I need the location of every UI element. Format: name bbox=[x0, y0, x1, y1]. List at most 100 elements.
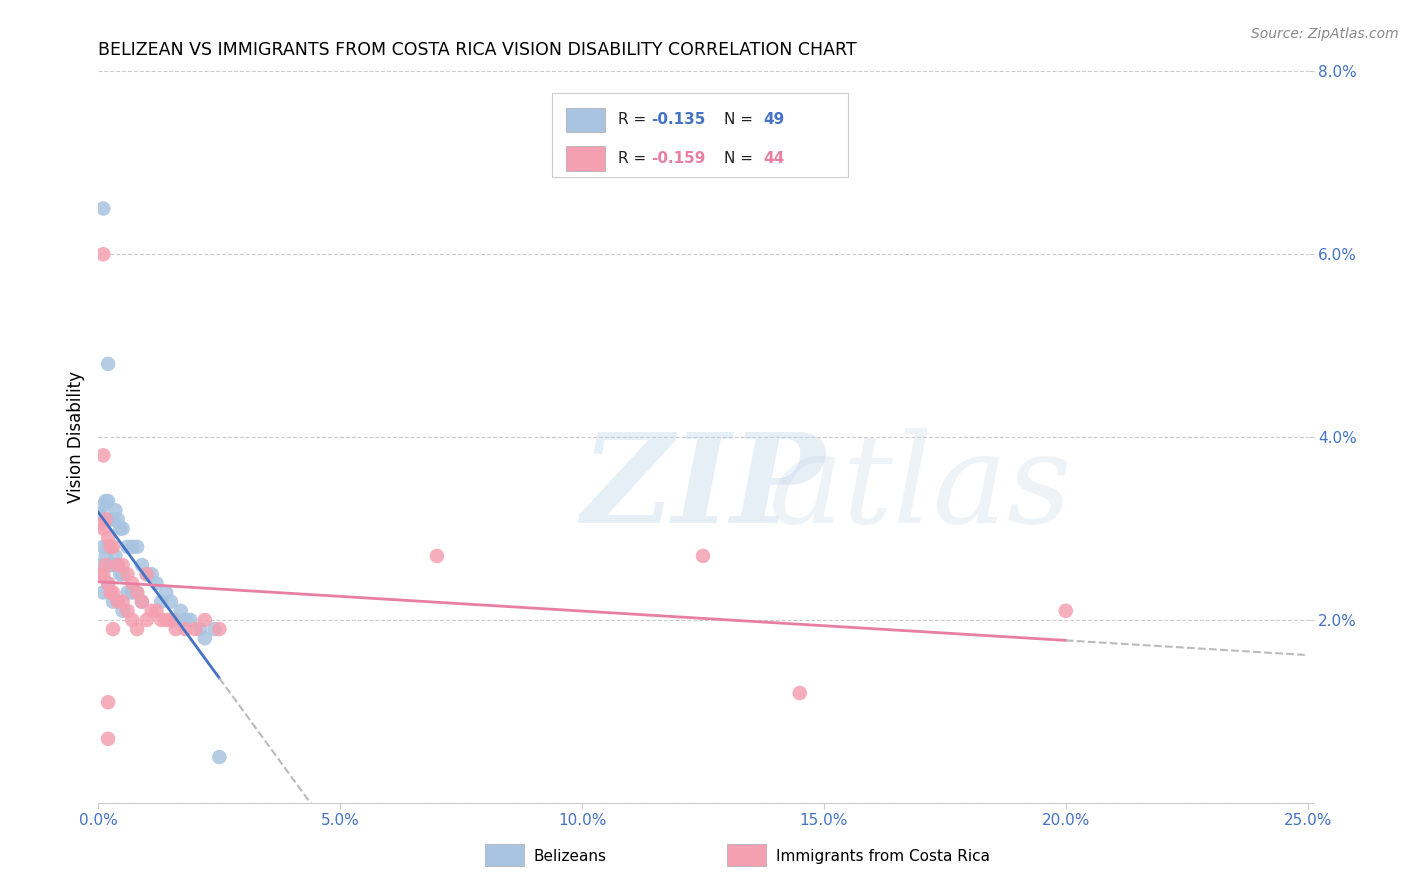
Point bbox=[107, 558, 129, 573]
Point bbox=[111, 558, 134, 573]
Point bbox=[91, 521, 114, 535]
Point bbox=[141, 604, 163, 618]
Y-axis label: Vision Disability: Vision Disability bbox=[66, 371, 84, 503]
Point bbox=[121, 576, 143, 591]
FancyBboxPatch shape bbox=[727, 845, 766, 866]
Point bbox=[111, 521, 134, 535]
Point bbox=[91, 540, 114, 554]
Point bbox=[90, 508, 112, 522]
Text: atlas: atlas bbox=[769, 427, 1073, 549]
Point bbox=[111, 604, 134, 618]
Point bbox=[127, 585, 149, 599]
Text: R =: R = bbox=[619, 112, 651, 127]
Point bbox=[97, 576, 120, 591]
Point bbox=[117, 567, 139, 582]
Point bbox=[145, 604, 167, 618]
Point bbox=[179, 613, 201, 627]
Point bbox=[91, 499, 114, 513]
Point bbox=[169, 604, 191, 618]
Point bbox=[108, 567, 131, 582]
Point bbox=[127, 585, 149, 599]
Point bbox=[94, 549, 117, 563]
Point bbox=[208, 750, 231, 764]
Text: N =: N = bbox=[724, 151, 758, 166]
Point bbox=[131, 558, 153, 573]
Point bbox=[97, 531, 120, 545]
Point bbox=[100, 585, 122, 599]
Point bbox=[204, 622, 226, 636]
Text: R =: R = bbox=[619, 151, 651, 166]
Point bbox=[90, 516, 112, 531]
Text: -0.135: -0.135 bbox=[651, 112, 706, 127]
Point bbox=[208, 622, 231, 636]
Point bbox=[101, 595, 124, 609]
Text: ZIP: ZIP bbox=[581, 427, 825, 549]
Point bbox=[91, 585, 114, 599]
Point bbox=[131, 595, 153, 609]
Point bbox=[174, 622, 197, 636]
Point bbox=[121, 613, 143, 627]
Point bbox=[100, 558, 122, 573]
Point bbox=[107, 595, 129, 609]
Point bbox=[104, 503, 127, 517]
Point bbox=[194, 632, 217, 646]
Point bbox=[101, 558, 124, 573]
Point bbox=[91, 567, 114, 582]
Point bbox=[94, 558, 117, 573]
Point bbox=[131, 595, 153, 609]
Point bbox=[107, 558, 129, 573]
Point bbox=[174, 613, 197, 627]
Point bbox=[94, 512, 117, 526]
Point bbox=[111, 595, 134, 609]
Point bbox=[150, 595, 173, 609]
Point bbox=[194, 613, 217, 627]
Text: -0.159: -0.159 bbox=[651, 151, 706, 166]
Point bbox=[789, 686, 811, 700]
Point bbox=[97, 357, 120, 371]
Point bbox=[97, 540, 120, 554]
Text: 49: 49 bbox=[763, 112, 785, 127]
Point bbox=[91, 247, 114, 261]
Point bbox=[117, 540, 139, 554]
Point bbox=[135, 567, 157, 582]
Point bbox=[150, 613, 173, 627]
Text: Source: ZipAtlas.com: Source: ZipAtlas.com bbox=[1251, 27, 1399, 41]
Point bbox=[165, 622, 187, 636]
Point bbox=[135, 567, 157, 582]
Point bbox=[121, 585, 143, 599]
Point bbox=[188, 622, 211, 636]
Point bbox=[184, 622, 207, 636]
Text: 44: 44 bbox=[763, 151, 785, 166]
Point bbox=[91, 449, 114, 463]
Point bbox=[111, 567, 134, 582]
Point bbox=[90, 567, 112, 582]
Point bbox=[426, 549, 449, 563]
Point bbox=[117, 585, 139, 599]
Point bbox=[127, 622, 149, 636]
Point bbox=[108, 521, 131, 535]
Point bbox=[100, 540, 122, 554]
Point bbox=[160, 595, 183, 609]
Point bbox=[97, 494, 120, 508]
Point bbox=[90, 558, 112, 573]
Point bbox=[100, 512, 122, 526]
Point bbox=[107, 512, 129, 526]
Point bbox=[97, 731, 120, 746]
Point bbox=[91, 202, 114, 216]
Text: Belizeans: Belizeans bbox=[534, 848, 607, 863]
Text: N =: N = bbox=[724, 112, 758, 127]
Point bbox=[97, 576, 120, 591]
FancyBboxPatch shape bbox=[551, 94, 848, 178]
FancyBboxPatch shape bbox=[485, 845, 524, 866]
Point bbox=[165, 613, 187, 627]
Point bbox=[97, 695, 120, 709]
Point bbox=[141, 567, 163, 582]
Point bbox=[160, 613, 183, 627]
Point bbox=[101, 585, 124, 599]
Point bbox=[155, 613, 177, 627]
Point bbox=[101, 540, 124, 554]
Point bbox=[135, 613, 157, 627]
Point bbox=[1054, 604, 1077, 618]
Point bbox=[117, 604, 139, 618]
Point bbox=[101, 512, 124, 526]
